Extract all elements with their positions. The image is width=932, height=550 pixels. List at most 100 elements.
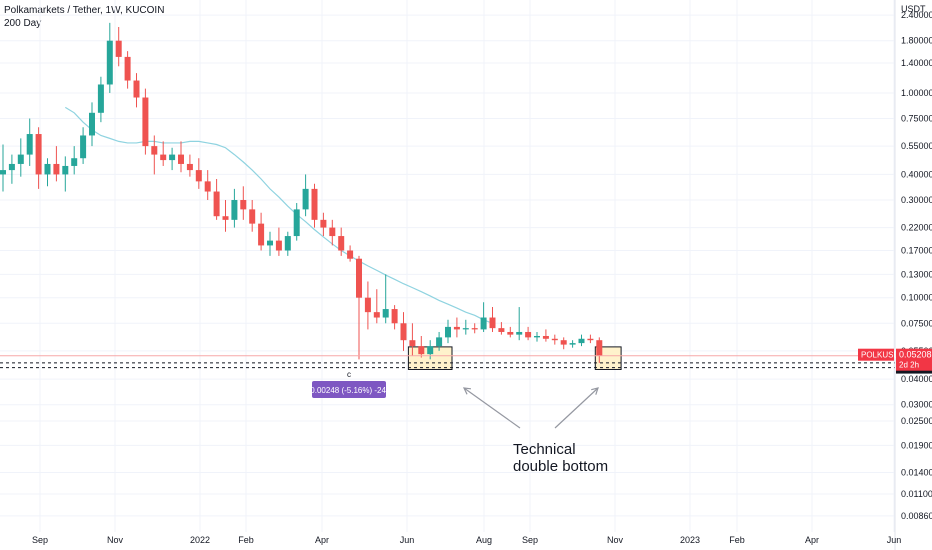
symbol-title: Polkamarkets / Tether, 1W, KUCOIN — [4, 5, 165, 16]
price-tick-label: 0.02500 — [901, 416, 932, 426]
candle-body — [391, 309, 398, 324]
candle — [587, 334, 594, 344]
candle — [8, 154, 15, 184]
time-tick-label: Sep — [522, 535, 538, 545]
candle-body — [418, 346, 425, 355]
candle — [44, 158, 51, 187]
candle — [124, 51, 131, 89]
time-tick-label: Nov — [107, 535, 124, 545]
candle — [169, 147, 176, 171]
candle — [186, 154, 193, 177]
countdown-label: 2d 2h — [899, 361, 919, 370]
candle — [471, 323, 478, 334]
candle — [534, 331, 540, 342]
price-tick-label: 0.22000 — [901, 223, 932, 233]
candle-body — [453, 326, 460, 330]
candle-body — [329, 227, 336, 237]
candle-body — [186, 163, 193, 171]
chart-header: Polkamarkets / Tether, 1W, KUCOIN 200 Da… — [4, 4, 164, 30]
price-tick-label: 0.30000 — [901, 195, 932, 205]
candle — [302, 174, 309, 217]
candle-body — [569, 343, 576, 345]
time-axis[interactable]: Sep Nov 2022 Feb Apr Jun Aug Sep Nov 2023 Feb Apr Ju… — [32, 535, 901, 545]
candle-body — [240, 200, 247, 210]
candle-body — [347, 250, 354, 259]
candle-body — [97, 84, 104, 113]
candle — [293, 203, 300, 241]
candle-body — [151, 146, 158, 155]
candle — [204, 170, 211, 201]
candle-body — [8, 163, 15, 171]
candle-body — [560, 340, 567, 345]
arrow-left — [463, 387, 521, 429]
candle — [249, 200, 256, 232]
candle — [560, 337, 567, 350]
candle — [400, 312, 407, 351]
candle-body — [89, 112, 95, 136]
arrow-right-head — [591, 387, 599, 395]
candle-body — [133, 80, 140, 98]
price-tick-label: 2.40000 — [901, 10, 932, 20]
candle-body — [302, 188, 309, 210]
candle-body — [507, 331, 514, 335]
candle-body — [320, 219, 327, 228]
candle-body — [284, 236, 291, 251]
price-tick-label: 0.03000 — [901, 400, 932, 410]
candle-body — [462, 328, 469, 330]
candle-body — [578, 338, 585, 344]
candle — [97, 76, 104, 123]
candle — [178, 141, 184, 173]
annotation-line-1: Technical — [513, 441, 576, 458]
support-levels — [0, 355, 895, 369]
candle — [480, 302, 487, 332]
price-tick-label: 0.13000 — [901, 269, 932, 279]
candle-body — [204, 181, 211, 192]
candle-body — [222, 216, 229, 220]
candle-body — [480, 317, 487, 330]
time-tick-label: 2023 — [680, 535, 700, 545]
candle — [240, 186, 247, 220]
candle-body — [356, 258, 362, 298]
last-price-badge — [896, 348, 932, 371]
candle-body — [471, 328, 478, 330]
candle-body — [498, 328, 505, 332]
candle-body — [373, 312, 380, 318]
time-tick-label: Aug — [476, 535, 492, 545]
price-tick-label: 0.10000 — [901, 293, 932, 303]
symbol-badge — [858, 348, 894, 361]
candle-body — [213, 191, 220, 217]
candle — [0, 144, 6, 192]
arrow-left-head — [462, 387, 472, 395]
candle — [80, 127, 87, 164]
highlight-zones — [407, 346, 622, 370]
candle — [320, 212, 327, 237]
grid — [0, 0, 895, 532]
price-tick-label: 0.07500 — [901, 318, 932, 328]
candle — [142, 88, 149, 155]
price-tick-label: 0.01900 — [901, 440, 932, 450]
price-axis-unit: USDT — [901, 4, 926, 14]
candle-body — [445, 326, 451, 338]
candle-body — [53, 163, 60, 175]
time-tick-label: Apr — [315, 535, 329, 545]
candle-body — [44, 163, 51, 175]
candle — [53, 146, 60, 182]
candle-body — [26, 134, 33, 155]
time-tick-label: Jun — [400, 535, 415, 545]
candle — [151, 135, 158, 175]
candle — [62, 156, 69, 192]
candle — [516, 307, 523, 341]
price-tick-label: 0.01400 — [901, 468, 932, 478]
time-tick-label: Feb — [729, 535, 745, 545]
candle — [569, 340, 576, 348]
candle-body — [160, 154, 167, 161]
candle — [382, 274, 389, 324]
candle-body — [525, 331, 532, 338]
candle-body — [587, 338, 594, 341]
candle-body — [35, 134, 42, 175]
candle — [222, 200, 229, 232]
